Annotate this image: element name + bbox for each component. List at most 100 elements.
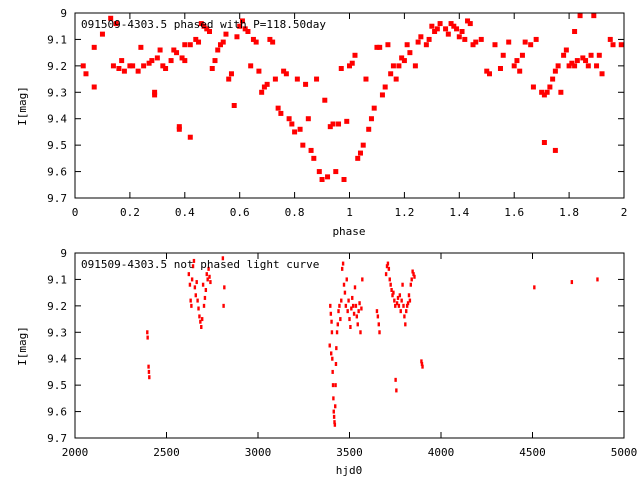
data-point [187,134,193,140]
data-point [580,55,586,61]
data-point [486,71,492,77]
unphased-y-axis-label: I[mag] [16,326,29,366]
phased-ytick-label: 9.4 [47,113,67,126]
unphased-chart-title: 091509-4303.5 not phased light curve [81,258,319,271]
unphased-xtick-label: 2000 [62,446,89,459]
data-point [555,63,561,69]
phased-plot-frame [74,12,625,199]
data-point [146,330,149,335]
phased-xtick-label: 1.6 [504,206,524,219]
unphased-xtick-label: 5000 [611,446,638,459]
data-point [394,303,397,308]
data-point [432,29,438,34]
data-point [530,84,536,90]
data-point [454,26,460,32]
data-point [248,63,254,69]
data-point [198,21,204,27]
data-point [342,282,346,287]
data-point [357,150,363,156]
data-point [250,36,256,42]
data-point [314,76,320,82]
data-point [146,60,152,66]
data-point [127,63,133,69]
data-point [339,317,342,322]
data-point [511,63,517,69]
phased-ytick-label: 9.1 [47,33,67,46]
data-point [245,29,251,34]
data-point [519,52,525,58]
data-point [163,66,169,71]
data-point [196,298,199,303]
data-point [259,89,265,95]
data-point [541,140,547,145]
data-point [333,422,337,427]
data-point [360,306,363,311]
data-point [331,356,334,361]
data-point [456,34,462,40]
data-point [451,23,457,29]
data-point [390,63,396,69]
data-point [385,42,391,48]
data-point [176,126,182,132]
data-point [465,18,471,24]
unphased-xtick-label: 3000 [245,446,272,459]
data-point [336,121,342,127]
data-point [228,71,234,77]
phased-xtick-label: 0 [72,206,79,219]
data-point [607,36,613,42]
data-point [237,23,243,29]
data-point [113,21,119,27]
data-point [552,68,558,74]
data-point [330,351,333,356]
data-point [148,375,151,380]
phased-points [80,13,624,182]
data-point [267,36,273,42]
data-point [190,303,193,308]
phased-ytick-label: 9.3 [47,86,67,99]
data-point [552,147,558,153]
data-point [618,42,624,48]
data-point [116,66,122,71]
data-point [200,317,204,322]
data-point [528,42,534,48]
data-point [226,76,232,82]
unphased-xtick-label: 2500 [153,446,180,459]
data-point [478,36,484,42]
data-point [171,47,177,53]
unphased-ytick-label: 9 [60,247,67,260]
phased-ytick-label: 9.5 [47,139,67,152]
data-point [182,58,188,64]
data-point [179,55,185,61]
data-point [286,116,292,122]
data-point [330,330,334,335]
data-point [352,311,356,316]
unphased-x-axis-label: hjd0 [336,464,363,477]
data-point [497,66,503,71]
data-point [411,269,414,274]
data-point [577,13,583,19]
phased-xticks: 0 0.2 0.4 0.6 0.8 1 1.2 1.4 1.6 1.8 2 [72,13,627,219]
data-point [182,42,188,48]
data-point [208,274,211,279]
data-point [253,39,259,45]
data-point [426,36,432,42]
data-point [437,21,443,27]
data-point [533,285,536,290]
data-point [91,84,97,90]
data-point [401,282,404,287]
data-point [272,76,278,82]
data-point [334,383,337,388]
data-point [400,298,403,303]
data-point [322,97,328,103]
data-point [193,36,199,42]
data-point [448,21,454,27]
data-point [338,66,344,71]
data-point [387,266,391,271]
data-point [404,42,410,48]
data-point [209,66,215,71]
data-point [377,44,383,50]
data-point [384,272,388,277]
phased-ytick-label: 9.2 [47,60,67,73]
data-point [147,369,151,374]
